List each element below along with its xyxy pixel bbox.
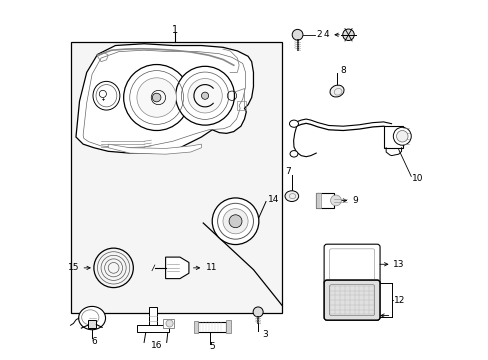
Polygon shape: [108, 144, 201, 154]
Circle shape: [396, 131, 407, 142]
Ellipse shape: [93, 81, 120, 110]
Circle shape: [330, 195, 341, 206]
Text: 5: 5: [209, 342, 215, 351]
Bar: [163, 319, 174, 328]
Text: 1: 1: [171, 25, 177, 35]
Circle shape: [187, 78, 222, 113]
Text: 2: 2: [316, 30, 322, 39]
Text: 11: 11: [205, 264, 217, 273]
Ellipse shape: [285, 191, 298, 202]
Text: 13: 13: [392, 260, 404, 269]
Text: 16: 16: [151, 341, 162, 350]
Text: 15: 15: [68, 264, 80, 273]
Circle shape: [137, 78, 176, 117]
FancyBboxPatch shape: [324, 280, 379, 320]
Ellipse shape: [79, 306, 105, 330]
Circle shape: [392, 127, 410, 145]
Circle shape: [152, 93, 161, 102]
Text: 10: 10: [411, 174, 423, 183]
Text: 7: 7: [285, 167, 290, 176]
Circle shape: [253, 307, 263, 317]
Bar: [237, 101, 246, 110]
Text: 4: 4: [323, 30, 329, 39]
Bar: [383, 126, 403, 148]
Ellipse shape: [289, 150, 297, 157]
Circle shape: [212, 198, 258, 244]
Circle shape: [201, 92, 208, 99]
Circle shape: [342, 29, 353, 41]
Bar: [316, 193, 320, 208]
Text: 8: 8: [340, 66, 346, 75]
Circle shape: [165, 320, 173, 327]
Polygon shape: [76, 44, 253, 153]
Bar: [195, 321, 225, 332]
Bar: [88, 320, 96, 328]
Text: 3: 3: [262, 330, 267, 339]
Circle shape: [123, 64, 189, 131]
Text: 9: 9: [351, 196, 357, 205]
Polygon shape: [165, 257, 188, 279]
Circle shape: [223, 209, 247, 234]
Text: 14: 14: [267, 195, 279, 204]
Circle shape: [292, 30, 303, 40]
Bar: [70, 42, 282, 313]
Bar: [316, 193, 333, 208]
Bar: [137, 325, 169, 332]
Text: 12: 12: [394, 296, 405, 305]
Ellipse shape: [289, 120, 298, 127]
Ellipse shape: [329, 85, 344, 97]
Circle shape: [228, 215, 242, 228]
Bar: [225, 320, 230, 333]
Bar: [194, 320, 198, 333]
Bar: [148, 307, 157, 330]
Circle shape: [175, 66, 234, 125]
FancyBboxPatch shape: [324, 244, 379, 284]
Text: 6: 6: [91, 337, 97, 346]
